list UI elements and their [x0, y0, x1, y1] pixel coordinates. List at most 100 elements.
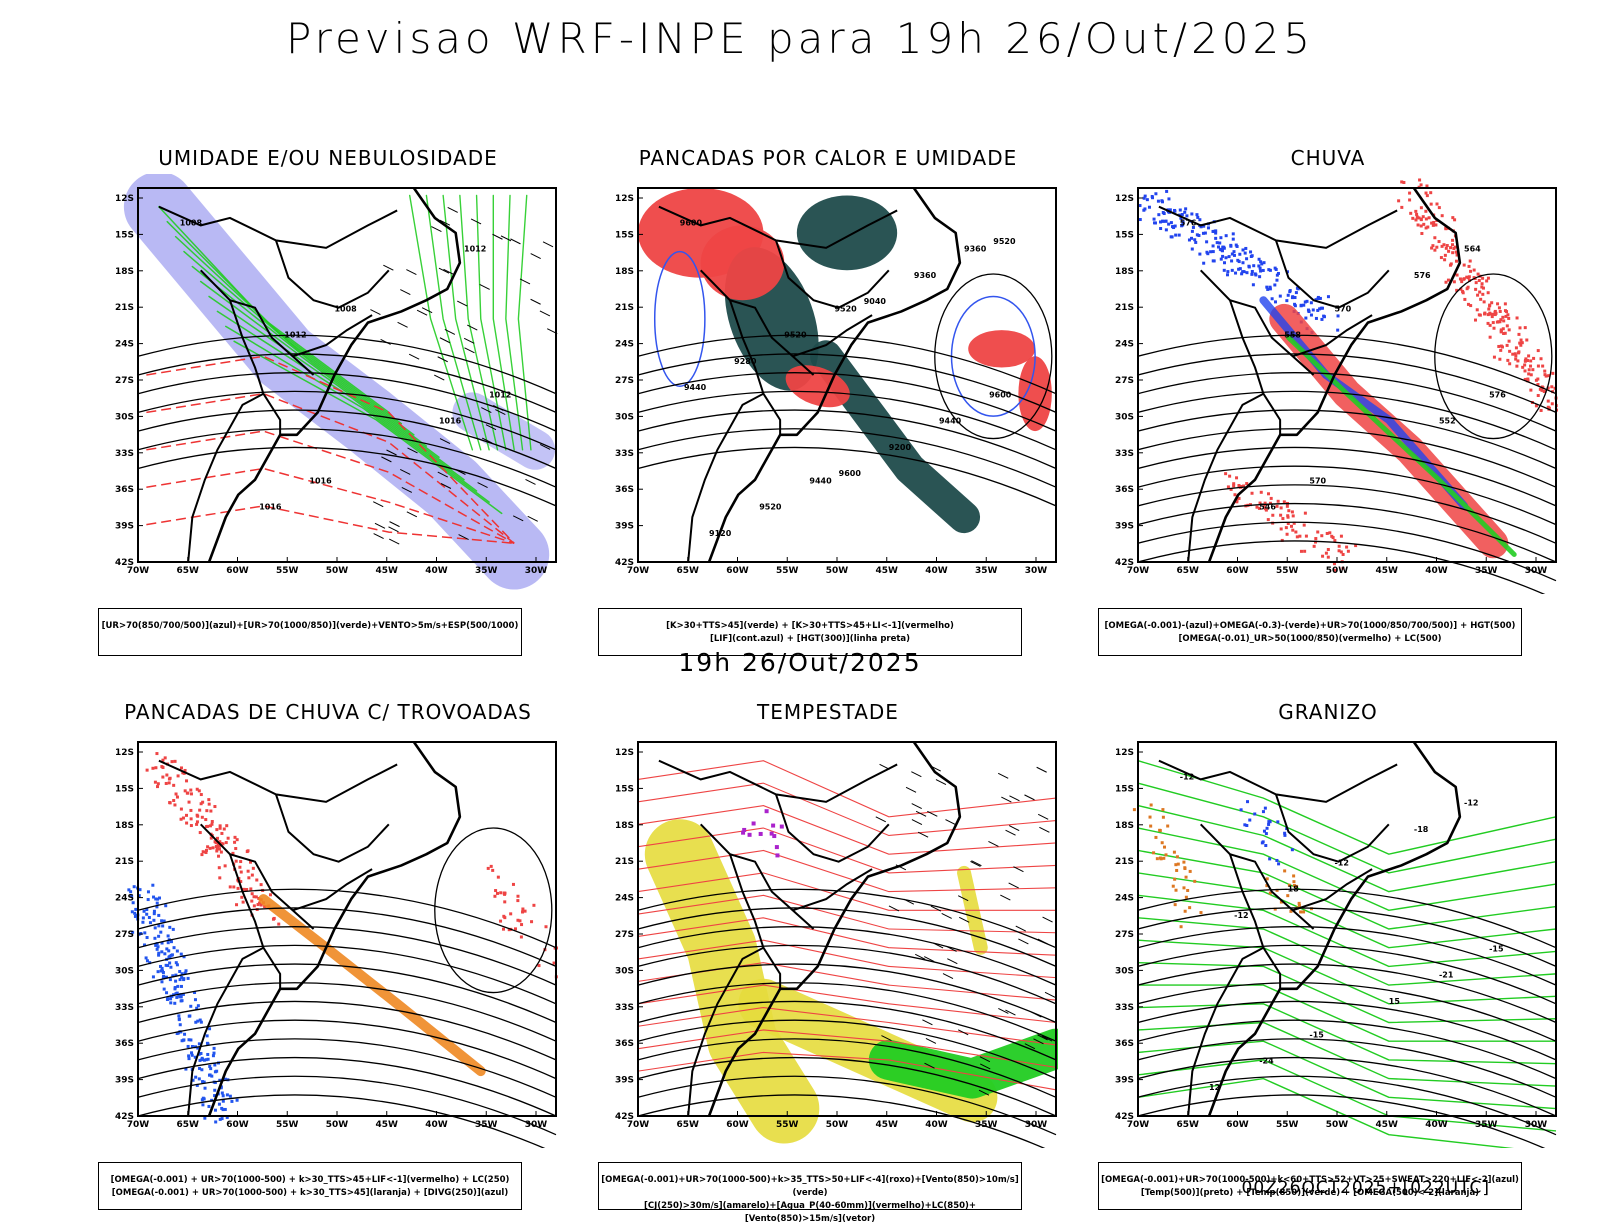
wind-arrow	[941, 912, 952, 919]
country-border	[687, 392, 764, 563]
shaded-pixel	[1218, 241, 1222, 245]
shaded-pixel	[1547, 374, 1551, 378]
shaded-pixel	[1183, 210, 1187, 214]
wind-arrow	[381, 456, 392, 463]
isoline	[137, 1075, 557, 1136]
shaded-pixel	[168, 961, 172, 965]
temp850-contour	[1138, 984, 1556, 1042]
lat-tick-label: 18S	[615, 267, 634, 277]
shaded-pixel	[239, 870, 243, 874]
shaded-pixel	[1536, 394, 1540, 398]
lat-tick-label: 12S	[115, 194, 134, 204]
shaded-pixel	[1437, 240, 1441, 244]
isoline	[637, 1038, 1057, 1098]
map-chuva: 576 570 576 570 564 558 552 546 576 12S 15S 18S 21S 2…	[1115, 178, 1558, 594]
panel-chuva: CHUVA 576 570 576 570 564 558 552 546 576 12S 15S 1…	[1088, 146, 1568, 656]
shaded-pixel	[532, 903, 536, 907]
shaded-pixel	[1294, 530, 1298, 534]
shaded-pixel	[1170, 235, 1174, 239]
shaded-pixel	[145, 908, 149, 912]
shaded-pixel	[1468, 259, 1472, 263]
wind-arrow	[945, 819, 956, 826]
shaded-pixel	[1453, 245, 1457, 249]
shaded-pixel	[1205, 240, 1209, 244]
shaded-pixel	[1514, 346, 1518, 350]
wind-arrow	[463, 337, 475, 344]
shaded-pixel	[179, 807, 183, 811]
shaded-pixel	[1265, 285, 1269, 289]
shaded-pixel	[1495, 320, 1499, 324]
shaded-pixel	[247, 876, 251, 880]
shaded-pixel	[213, 1070, 217, 1074]
shaded-pixel	[1466, 302, 1470, 306]
shaded-pixel	[175, 949, 179, 953]
lon-tick-label: 35W	[475, 1120, 498, 1130]
shaded-pixel	[186, 1044, 190, 1048]
contour-label-group: 576 570 576 570 564 558 552 546 576	[1180, 218, 1506, 511]
wind-arrow	[942, 973, 954, 979]
shaded-pixel	[271, 917, 275, 921]
shaded-pixel	[1152, 851, 1156, 855]
shaded-pixel	[1202, 261, 1206, 265]
shaded-pixel	[1503, 302, 1507, 306]
shaded-pixel	[189, 1038, 193, 1042]
shaded-pixel	[1265, 877, 1269, 881]
shaded-pixel	[1224, 472, 1228, 476]
shaded-pixel	[1302, 523, 1306, 527]
shaded-pixel	[1309, 313, 1313, 317]
shaded-pixel	[1424, 209, 1428, 213]
wind-arrow	[979, 1056, 991, 1063]
shaded-pixel	[162, 987, 166, 991]
shaded-pixel	[1519, 338, 1523, 342]
thickness-contour	[146, 505, 515, 545]
shaded-pixel	[489, 864, 493, 868]
shaded-pixel	[1536, 349, 1540, 353]
shaded-pixel	[160, 919, 164, 923]
temp850-contour	[1137, 1021, 1557, 1087]
shaded-pixel	[1285, 504, 1289, 508]
shaded-pixel	[200, 1068, 204, 1072]
shaded-pixel	[1518, 326, 1522, 330]
contour-label: 576	[1414, 271, 1431, 280]
wind-arrow	[470, 218, 482, 225]
shaded-pixel	[153, 936, 157, 940]
shaded-pixel	[157, 951, 161, 955]
shaded-pixel	[1443, 258, 1447, 262]
wind-arrow	[373, 501, 384, 508]
shaded-pixel	[1414, 209, 1418, 213]
wind-arrow	[947, 958, 958, 965]
wind-arrow	[888, 905, 900, 912]
shaded-pixel	[1497, 344, 1501, 348]
shaded-pixel	[161, 758, 165, 762]
lat-tick-label: 21S	[115, 857, 134, 867]
shaded-pixel	[1259, 260, 1263, 264]
coastline	[707, 187, 962, 563]
shaded-pixel	[1556, 408, 1558, 412]
shaded-pixel	[1346, 549, 1350, 553]
wind-arrow	[495, 409, 506, 416]
lon-tick-label: 70W	[127, 1120, 150, 1130]
shaded-pixel	[230, 1099, 234, 1103]
shaded-pixel	[133, 911, 137, 915]
shaded-pixel	[1212, 229, 1216, 233]
shaded-pixel	[130, 894, 134, 898]
wind-arrow	[988, 841, 999, 847]
shaded-pixel	[245, 850, 249, 854]
shaded-pixel	[1485, 279, 1489, 283]
shaded-pixel	[1285, 299, 1289, 303]
shaded-pixel	[1226, 485, 1230, 489]
shaded-pixel	[181, 992, 185, 996]
shaded-pixel	[1431, 223, 1435, 227]
shaded-pixel	[1243, 251, 1247, 255]
shaded-pixel	[1328, 531, 1332, 535]
shaded-pixel	[1275, 273, 1279, 277]
isoline	[137, 907, 557, 967]
shaded-pixel	[1232, 484, 1236, 488]
shaded-pixel	[1501, 315, 1505, 319]
lat-tick-label: 39S	[115, 1076, 134, 1086]
shaded-pixel	[1419, 206, 1423, 210]
wind-arrow	[979, 1063, 991, 1070]
shaded-pixel	[1149, 803, 1153, 807]
shaded-pixel	[1262, 829, 1266, 833]
